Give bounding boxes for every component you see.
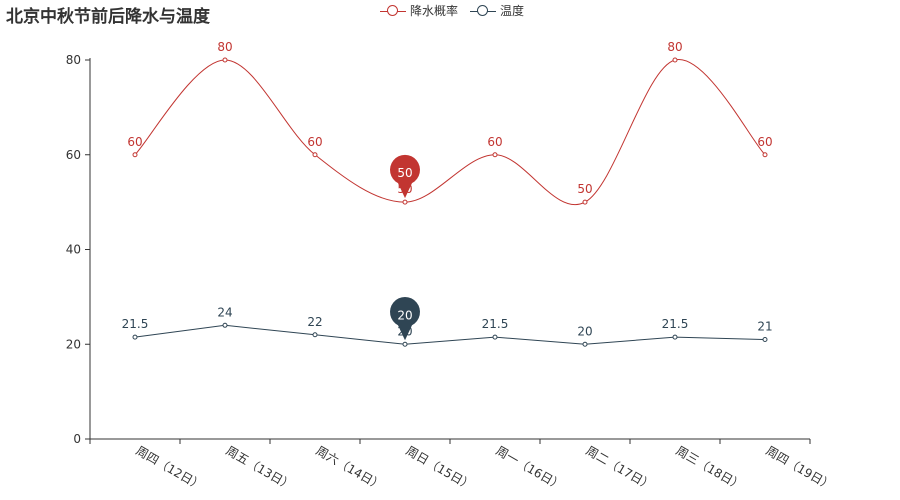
x-tick-label: 周三（18日） <box>674 443 746 493</box>
x-tick-label: 周二（17日） <box>584 443 656 493</box>
data-label-1: 22 <box>307 315 322 329</box>
legend-swatch-precipitation-icon <box>380 4 406 18</box>
data-label-1: 21.5 <box>662 317 689 331</box>
y-tick-label: 40 <box>66 243 81 257</box>
legend: 降水概率 温度 <box>380 2 524 19</box>
y-tick-label: 60 <box>66 148 81 162</box>
data-point-1 <box>402 341 408 347</box>
data-label-0: 80 <box>667 40 682 54</box>
x-tick-label: 周五（13日） <box>224 443 296 493</box>
series-line-0 <box>134 59 766 206</box>
data-point-1 <box>582 341 588 347</box>
y-tick-label: 20 <box>66 337 81 351</box>
data-point-1 <box>132 334 138 340</box>
legend-item-temperature[interactable]: 温度 <box>470 2 524 19</box>
data-point-1 <box>762 337 768 343</box>
chart-title: 北京中秋节前后降水与温度 <box>6 7 210 27</box>
data-label-0: 60 <box>127 135 142 149</box>
data-label-0: 60 <box>757 135 772 149</box>
x-tick-label: 周六（14日） <box>314 443 386 493</box>
marker-label-1: 20 <box>397 308 412 322</box>
x-tick-label: 周日（15日） <box>404 443 476 493</box>
data-point-0 <box>132 152 138 158</box>
data-point-1 <box>222 322 228 328</box>
data-label-1: 20 <box>577 324 592 338</box>
data-point-0 <box>582 199 588 205</box>
data-point-0 <box>762 152 768 158</box>
data-point-0 <box>492 152 498 158</box>
data-point-0 <box>222 57 228 63</box>
legend-label-temperature: 温度 <box>500 4 525 18</box>
data-label-0: 50 <box>577 182 592 196</box>
y-tick-label: 80 <box>66 53 81 67</box>
data-point-0 <box>672 57 678 63</box>
legend-item-precipitation[interactable]: 降水概率 <box>380 2 458 19</box>
x-tick-label: 周一（16日） <box>494 443 566 493</box>
marker-pin-0 <box>390 154 421 199</box>
legend-label-precipitation: 降水概率 <box>410 4 459 18</box>
legend-swatch-temperature-icon <box>470 4 497 18</box>
series-line-1 <box>134 324 766 345</box>
data-point-0 <box>402 199 408 205</box>
data-label-0: 60 <box>307 135 322 149</box>
data-label-0: 60 <box>487 135 502 149</box>
data-label-1: 21.5 <box>482 317 509 331</box>
data-label-1: 24 <box>217 305 232 319</box>
data-label-1: 21.5 <box>122 317 149 331</box>
data-label-1: 21 <box>757 320 772 334</box>
y-tick-label: 0 <box>73 432 81 446</box>
data-point-1 <box>672 334 678 340</box>
data-point-1 <box>312 332 318 338</box>
data-point-1 <box>492 334 498 340</box>
x-tick-label: 周四（12日） <box>134 443 206 493</box>
marker-label-0: 50 <box>397 166 412 180</box>
data-label-0: 80 <box>217 40 232 54</box>
x-tick-label: 周四（19日） <box>764 443 836 493</box>
marker-pin-1 <box>390 296 421 341</box>
data-point-0 <box>312 152 318 158</box>
